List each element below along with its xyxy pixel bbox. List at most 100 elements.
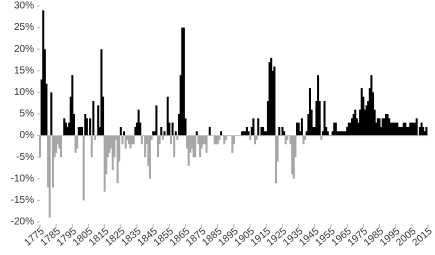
bar (393, 122, 396, 136)
bar (317, 75, 320, 136)
bar (38, 135, 42, 158)
bar (131, 135, 134, 145)
bar (69, 96, 72, 136)
bar (171, 122, 174, 136)
bar (265, 131, 268, 136)
bar (308, 88, 311, 136)
bar (331, 131, 334, 136)
bar (391, 122, 394, 136)
bar (160, 126, 163, 136)
bar (315, 101, 318, 136)
bar (81, 126, 84, 136)
bar (262, 126, 265, 136)
bar (189, 135, 192, 153)
bar (166, 96, 169, 136)
bar (344, 131, 347, 136)
bar (367, 101, 370, 136)
bar (58, 135, 61, 149)
bar (152, 131, 155, 136)
bar (410, 122, 413, 136)
bar (254, 135, 257, 145)
x-tick-label: 2015 (411, 226, 435, 249)
bar (407, 126, 410, 136)
bar (77, 126, 80, 136)
bar (215, 135, 218, 145)
bar (275, 135, 278, 184)
bar (186, 135, 189, 149)
bar (232, 135, 236, 145)
bar (74, 135, 77, 153)
bar (310, 109, 313, 136)
bar (45, 83, 48, 136)
bar (412, 122, 415, 136)
bar (223, 135, 226, 145)
bar (50, 92, 53, 136)
bar (181, 27, 184, 136)
bar (51, 135, 54, 188)
bar (216, 135, 219, 145)
bar (360, 88, 363, 136)
bar (318, 101, 321, 136)
bar (399, 126, 402, 136)
bar (397, 126, 400, 136)
bar (342, 131, 345, 136)
y-tick-label: -20% (11, 217, 34, 228)
bar (383, 118, 386, 136)
bar (241, 131, 244, 136)
bar (357, 122, 360, 136)
bar (352, 114, 355, 136)
bar (354, 109, 357, 136)
bar (257, 118, 260, 136)
bar (389, 122, 392, 136)
bar (66, 126, 69, 136)
bar (158, 135, 161, 145)
bar (79, 126, 82, 136)
bar (161, 135, 164, 140)
bar (320, 135, 323, 140)
bar (93, 135, 96, 140)
bar (363, 109, 366, 136)
bar (195, 131, 198, 136)
bar (108, 135, 111, 153)
bar (299, 131, 302, 136)
bar (155, 105, 158, 136)
bar (384, 114, 387, 136)
bar (218, 135, 221, 140)
bar (68, 122, 71, 136)
bar (401, 126, 404, 136)
bar (307, 114, 310, 136)
bar (351, 118, 354, 136)
bar (396, 122, 399, 136)
bar (98, 126, 101, 136)
bar (134, 126, 137, 136)
y-tick-label: -10% (11, 173, 34, 184)
bar (405, 126, 408, 136)
bar (341, 131, 344, 136)
bar (414, 122, 417, 136)
bar (47, 135, 50, 188)
bar (113, 135, 116, 158)
bar (247, 131, 250, 136)
bar (202, 135, 205, 145)
bar (423, 131, 426, 136)
bar (381, 118, 384, 136)
bar (302, 135, 305, 145)
bar (402, 122, 405, 136)
bar (404, 122, 407, 136)
bar (339, 131, 342, 136)
bar (370, 75, 373, 136)
bar (334, 122, 337, 136)
bar (194, 135, 197, 158)
bar (72, 114, 75, 136)
bar (173, 135, 176, 158)
bar (325, 126, 328, 136)
bar (376, 118, 379, 136)
bar (388, 118, 391, 136)
bar (386, 114, 389, 136)
bar (71, 75, 74, 136)
bar (425, 126, 428, 136)
bar (249, 135, 252, 140)
bar (326, 131, 329, 136)
bar (153, 131, 156, 136)
